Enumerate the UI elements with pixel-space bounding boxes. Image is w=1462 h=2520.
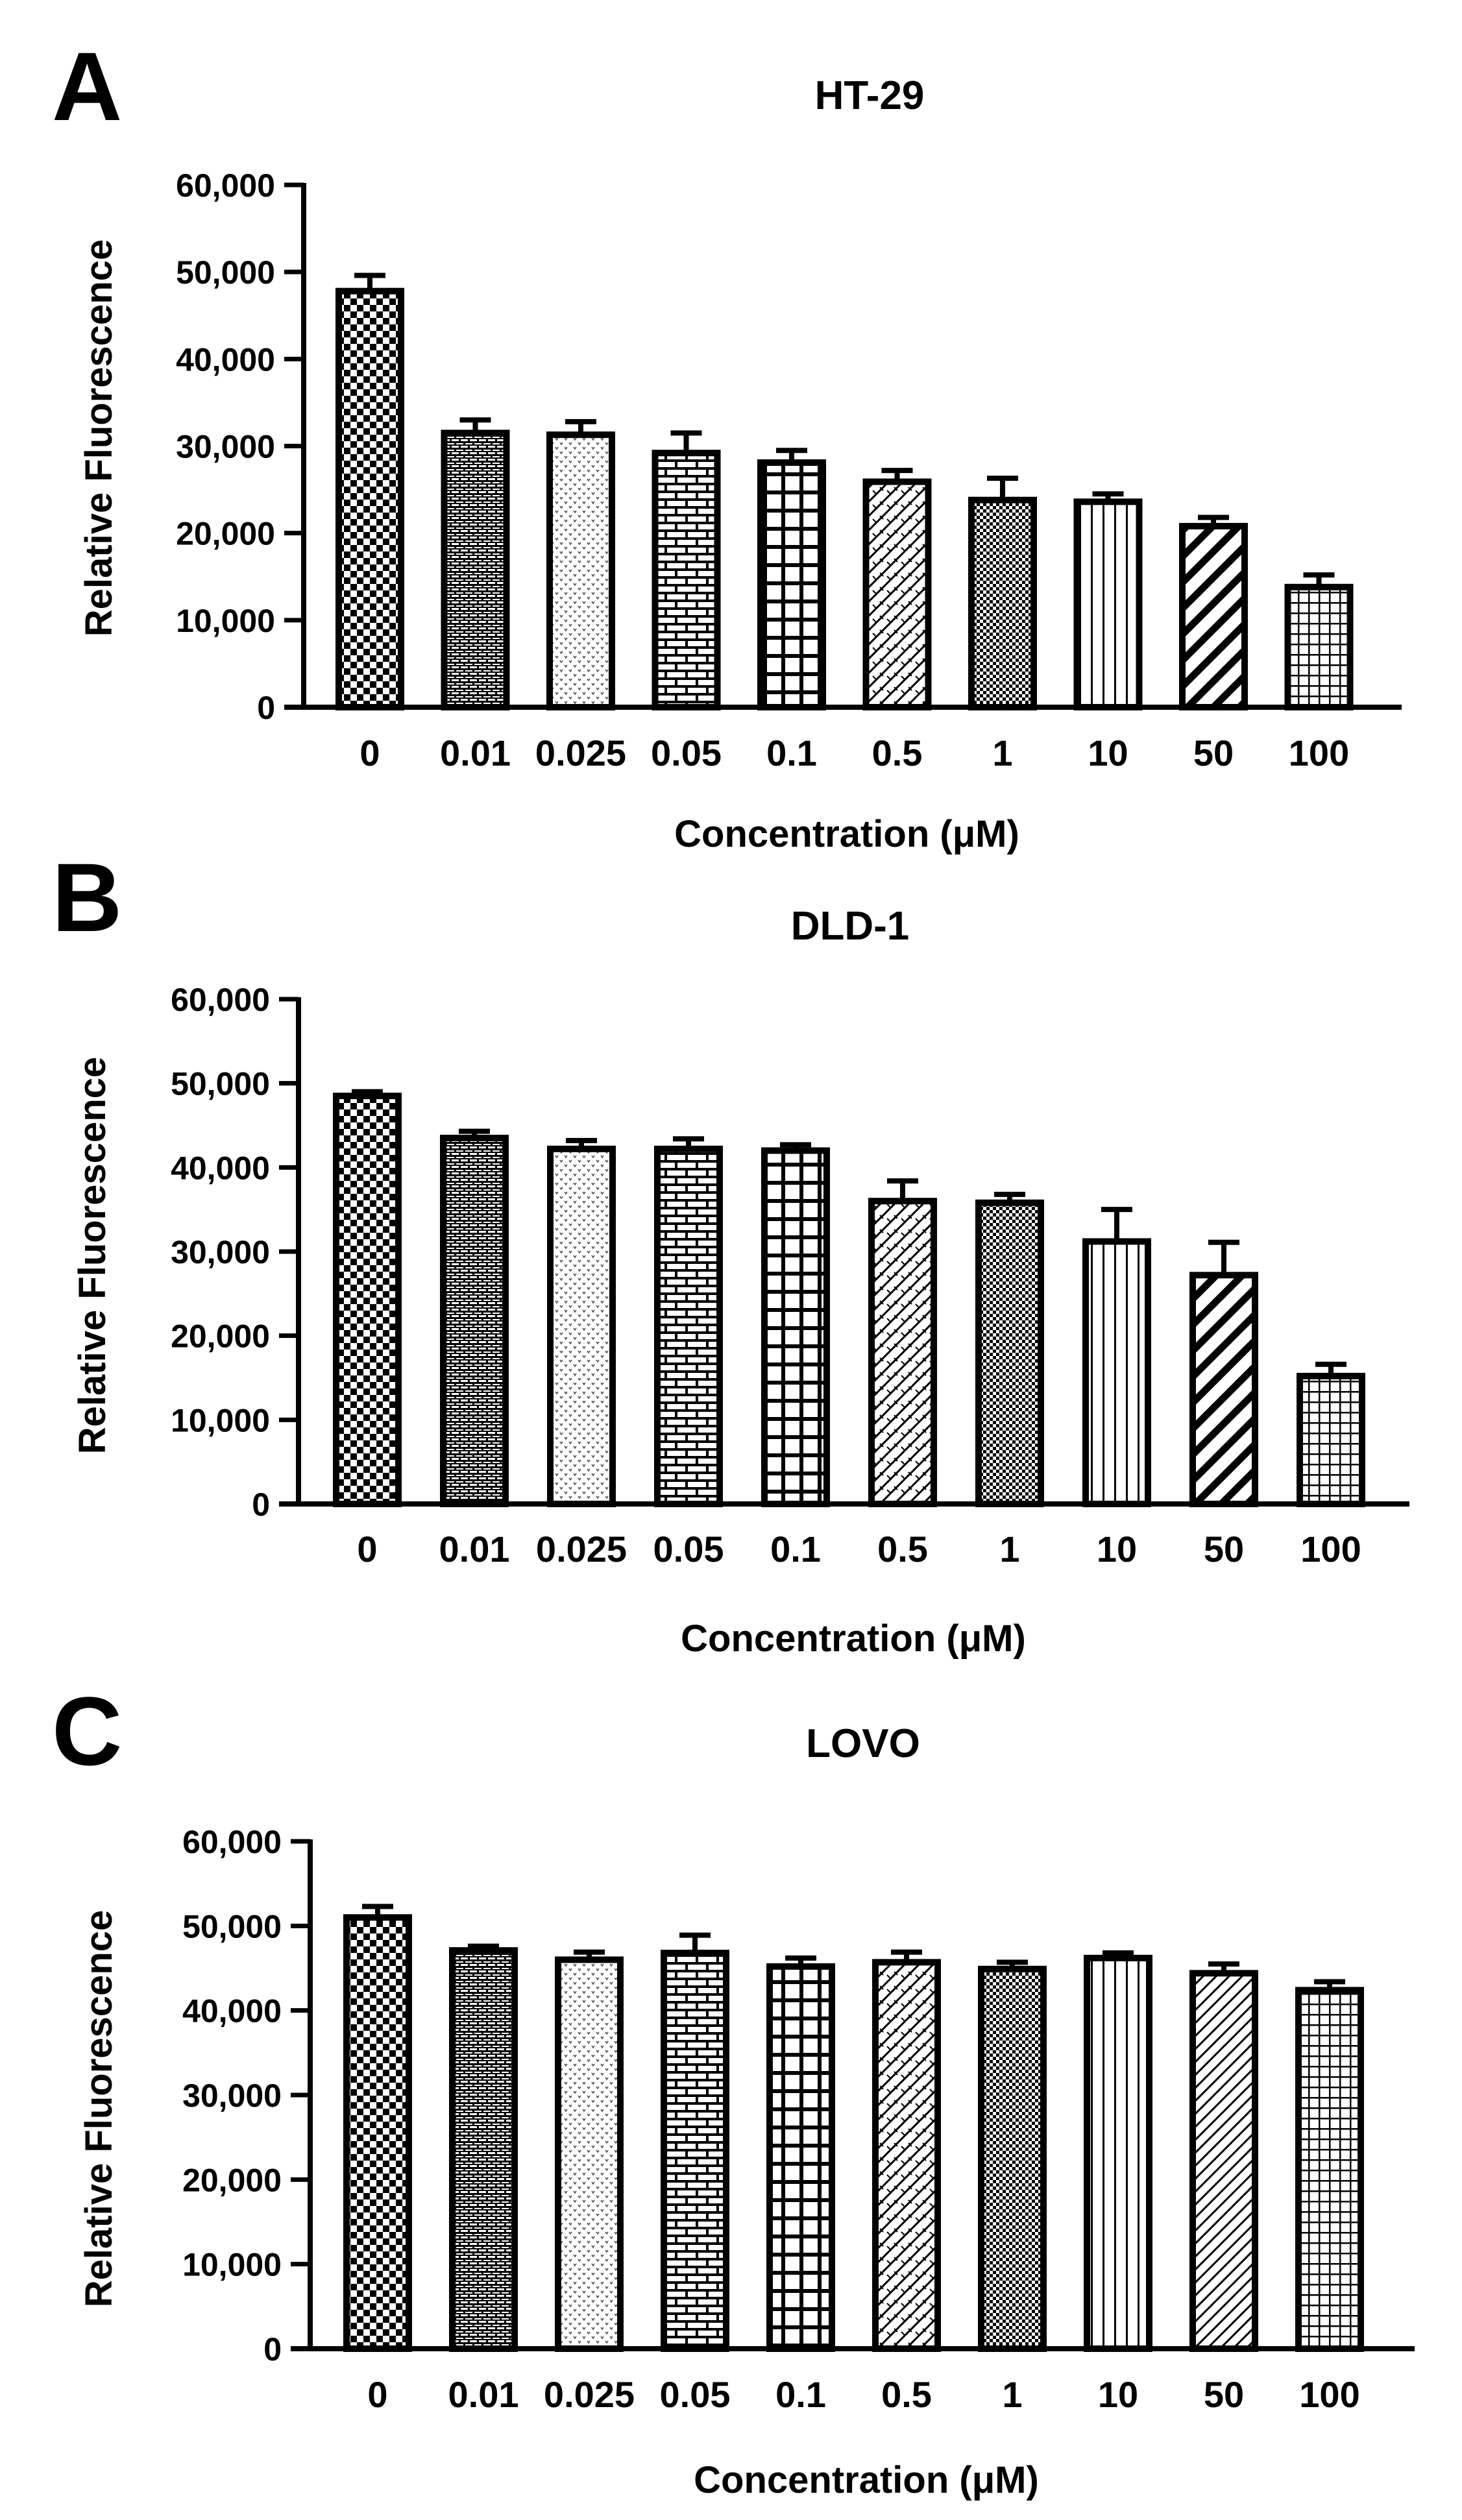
bar <box>1084 1954 1152 2353</box>
bar <box>1189 1272 1258 1507</box>
x-tick-label: 10 <box>1098 2374 1138 2415</box>
x-tick-label: 0.1 <box>766 733 817 773</box>
panel-letter: A <box>52 32 122 141</box>
x-tick-label: 0 <box>367 2374 387 2415</box>
y-tick-label: 10,000 <box>176 603 275 639</box>
bar <box>978 1965 1047 2352</box>
y-tick-label: 20,000 <box>176 516 275 552</box>
x-tick-label: 0.025 <box>544 2374 635 2415</box>
y-tick-label: 40,000 <box>182 1993 282 2029</box>
x-tick-label: 0 <box>359 733 380 773</box>
bar <box>872 1959 941 2353</box>
x-tick-label: 100 <box>1289 733 1349 773</box>
bar <box>1189 1970 1258 2353</box>
bar <box>1073 498 1143 710</box>
y-tick-label: 10,000 <box>171 1402 270 1438</box>
x-axis-label: Concentration (μM) <box>694 2459 1039 2501</box>
bar <box>1295 1987 1364 2353</box>
x-tick-label: 0.025 <box>536 1529 627 1569</box>
bar <box>1297 1372 1365 1508</box>
bar <box>1082 1238 1151 1507</box>
x-tick-label: 50 <box>1193 733 1234 773</box>
y-tick-label: 50,000 <box>182 1908 282 1945</box>
y-tick-label: 50,000 <box>176 254 275 291</box>
x-tick-label: 0.01 <box>440 733 511 773</box>
x-tick-label: 0.01 <box>448 2374 519 2415</box>
x-tick-label: 50 <box>1204 1529 1244 1569</box>
bar <box>652 450 721 710</box>
bar <box>335 287 404 710</box>
y-tick-label: 10,000 <box>182 2247 282 2283</box>
panel-letter: C <box>52 1677 122 1786</box>
bar <box>1284 583 1354 710</box>
bar <box>761 1147 830 1507</box>
bar <box>449 1947 518 2352</box>
x-tick-label: 1 <box>999 1529 1019 1569</box>
y-tick-label: 30,000 <box>171 1234 270 1270</box>
chart-title: LOVO <box>806 1721 920 1766</box>
y-tick-label: 30,000 <box>176 429 275 465</box>
bar <box>547 1145 616 1507</box>
bar <box>654 1145 723 1507</box>
chart-title: HT-29 <box>815 73 925 118</box>
x-tick-label: 0.05 <box>653 1529 724 1569</box>
bar <box>661 1950 729 2353</box>
y-tick-label: 20,000 <box>182 2162 282 2198</box>
bar <box>333 1093 402 1508</box>
x-tick-label: 0.025 <box>535 733 626 773</box>
x-tick-label: 100 <box>1299 2374 1359 2415</box>
y-tick-label: 20,000 <box>171 1318 270 1355</box>
y-tick-label: 0 <box>263 2331 282 2368</box>
bar <box>766 1963 835 2352</box>
y-tick-label: 0 <box>257 690 275 726</box>
bar <box>968 496 1037 711</box>
x-tick-label: 0.01 <box>439 1529 510 1569</box>
y-tick-label: 60,000 <box>176 167 275 204</box>
chart-title: DLD-1 <box>791 904 910 949</box>
bar <box>862 478 932 711</box>
bar <box>975 1199 1044 1507</box>
x-tick-label: 0.5 <box>877 1529 928 1569</box>
x-tick-label: 0.1 <box>770 1529 821 1569</box>
x-tick-label: 50 <box>1204 2374 1244 2415</box>
x-tick-label: 10 <box>1097 1529 1137 1569</box>
panel-c: C LOVO Relative Fluorescence Concentrati… <box>52 1677 1415 2501</box>
y-axis-label: Relative Fluorescence <box>71 1057 114 1455</box>
bar <box>441 430 510 710</box>
x-axis-label: Concentration (μM) <box>674 813 1019 855</box>
y-tick-label: 60,000 <box>171 982 270 1018</box>
y-tick-label: 0 <box>252 1486 270 1523</box>
y-tick-label: 40,000 <box>171 1150 270 1186</box>
bar <box>757 459 826 710</box>
x-tick-label: 0.05 <box>660 2374 731 2415</box>
panel-b: B DLD-1 Relative Fluorescence Concentrat… <box>52 843 1409 1660</box>
x-tick-label: 10 <box>1088 733 1128 773</box>
y-tick-label: 50,000 <box>171 1066 270 1102</box>
panel-letter: B <box>52 843 122 952</box>
x-tick-label: 1 <box>1002 2374 1022 2415</box>
y-axis-label: Relative Fluorescence <box>78 1910 120 2308</box>
y-tick-label: 60,000 <box>182 1824 282 1860</box>
x-tick-label: 0.5 <box>872 733 923 773</box>
bar <box>546 431 615 711</box>
bar <box>1179 522 1248 711</box>
x-tick-label: 1 <box>992 733 1012 773</box>
bar <box>555 1956 624 2352</box>
x-axis-label: Concentration (μM) <box>681 1617 1026 1660</box>
x-tick-label: 0.1 <box>775 2374 826 2415</box>
bar <box>868 1198 937 1507</box>
y-tick-label: 40,000 <box>176 341 275 378</box>
x-tick-label: 0.5 <box>881 2374 932 2415</box>
bar <box>343 1914 412 2353</box>
x-tick-label: 100 <box>1300 1529 1361 1569</box>
x-tick-label: 0 <box>357 1529 377 1569</box>
y-axis-label: Relative Fluorescence <box>78 239 120 637</box>
x-tick-label: 0.05 <box>651 733 722 773</box>
panel-a: A HT-29 Relative Fluorescence Concentrat… <box>52 32 1402 855</box>
bar <box>440 1134 509 1507</box>
y-tick-label: 30,000 <box>182 2078 282 2114</box>
